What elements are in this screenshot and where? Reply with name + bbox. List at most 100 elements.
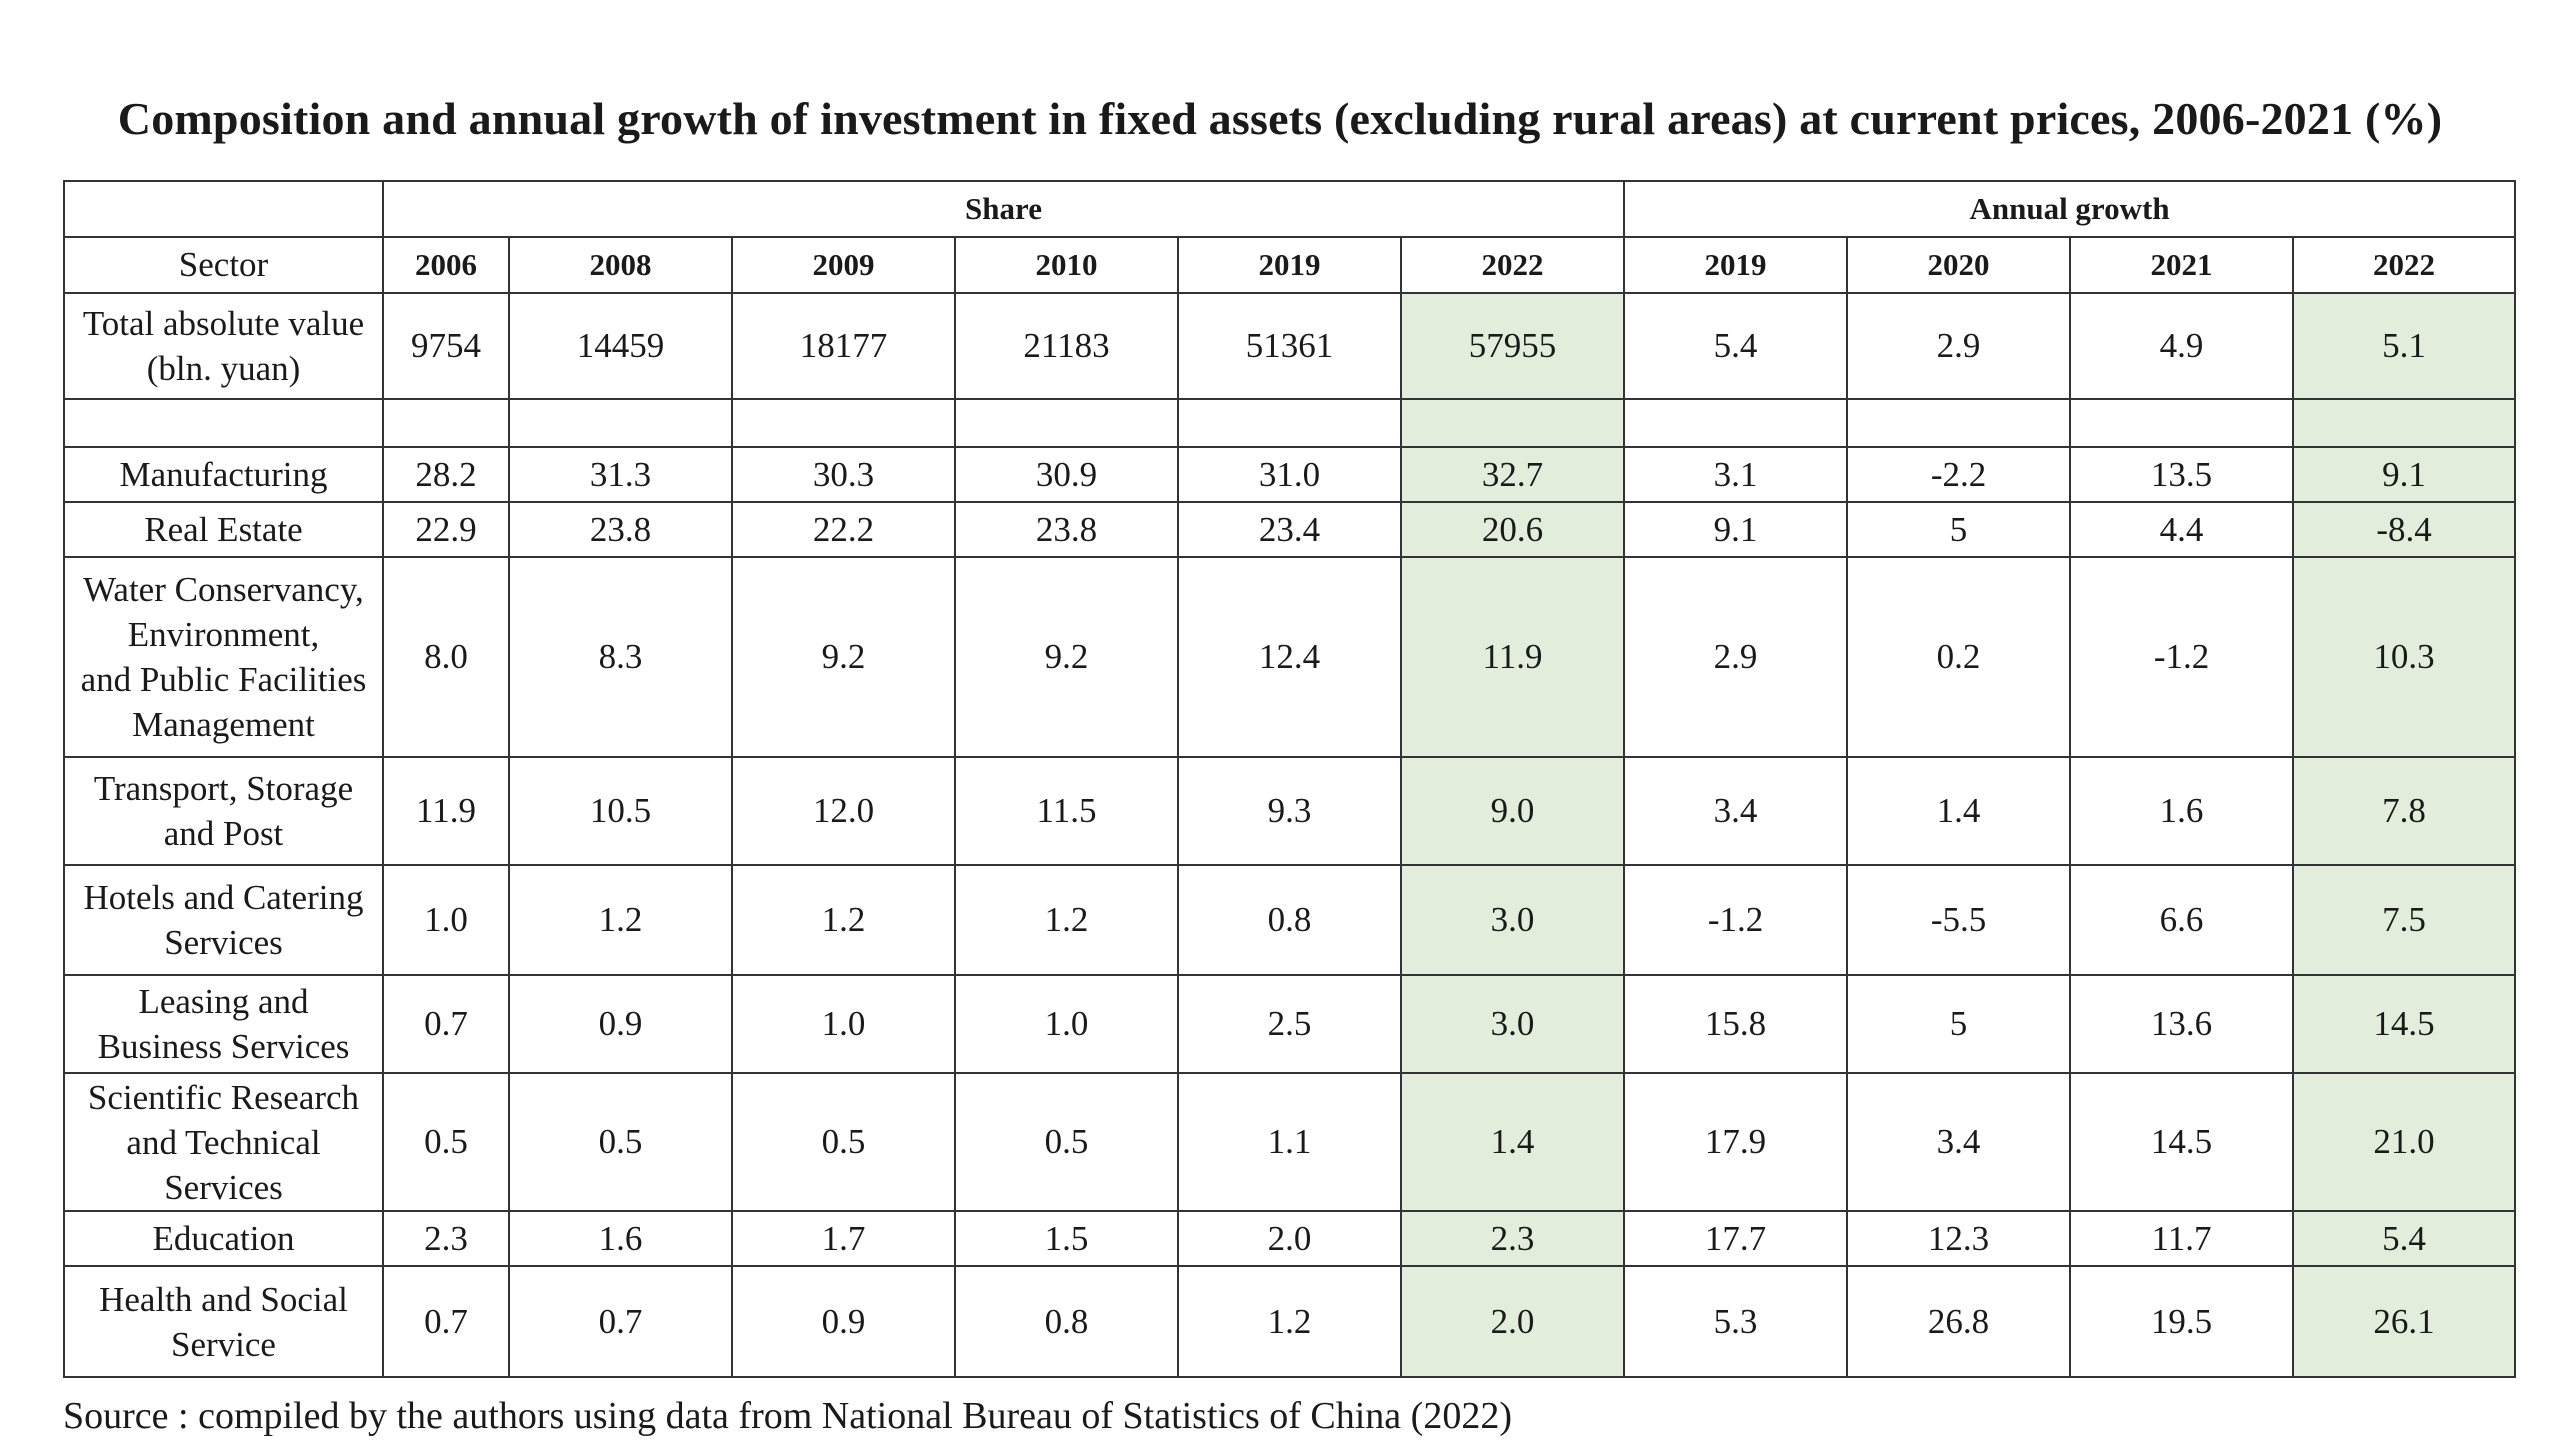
table-cell bbox=[1623, 398, 1849, 448]
row-label-line: Water Conservancy, bbox=[83, 570, 364, 609]
table-cell: 5 bbox=[1846, 501, 2072, 558]
table-cell: 0.8 bbox=[1177, 864, 1402, 976]
table-cell: 2.0 bbox=[1177, 1210, 1402, 1267]
table-cell: 9.1 bbox=[2292, 446, 2517, 503]
table-cell: 0.8 bbox=[954, 1265, 1179, 1378]
table-cell: 28.2 bbox=[382, 446, 510, 503]
table-cell: 32.7 bbox=[1399, 446, 1626, 503]
table-cell: -5.5 bbox=[1846, 864, 2072, 976]
row-label: Manufacturing bbox=[63, 446, 384, 503]
table-cell: 9754 bbox=[382, 292, 510, 400]
header-year: 2008 bbox=[508, 236, 733, 294]
table-cell: 9.2 bbox=[731, 556, 956, 758]
row-label-line: Business Services bbox=[97, 1027, 350, 1066]
table-cell: 20.6 bbox=[1399, 501, 1626, 558]
table-cell: -1.2 bbox=[2069, 556, 2295, 758]
table-cell: 1.0 bbox=[954, 974, 1179, 1074]
row-label-line: Education bbox=[152, 1219, 295, 1258]
table-cell: 18177 bbox=[731, 292, 956, 400]
row-label bbox=[63, 398, 384, 448]
table-cell: 5.4 bbox=[2292, 1210, 2517, 1267]
row-label-line: Environment, bbox=[127, 615, 320, 654]
row-label: Scientific Research and Technical Services bbox=[63, 1072, 384, 1212]
table-cell: 22.9 bbox=[382, 501, 510, 558]
row-label-line: Health and Social bbox=[99, 1279, 348, 1319]
row-label-line: and Public Facilities bbox=[80, 660, 367, 699]
table-cell: 23.8 bbox=[508, 501, 733, 558]
table-cell: 9.1 bbox=[1623, 501, 1849, 558]
table-cell: 7.8 bbox=[2292, 756, 2517, 866]
row-label: Transport, Storage and Post bbox=[63, 756, 384, 866]
table-cell: 11.5 bbox=[954, 756, 1179, 866]
row-label-line: Leasing and bbox=[138, 982, 309, 1021]
table-cell: -1.2 bbox=[1623, 864, 1849, 976]
table-cell: 2.3 bbox=[382, 1210, 510, 1267]
table-cell: 1.4 bbox=[1846, 756, 2072, 866]
table-row: Transport, Storage and Post 11.9 10.5 12.0 11… bbox=[63, 756, 2517, 866]
table-cell: 9.2 bbox=[954, 556, 1179, 758]
table-cell: 57955 bbox=[1399, 292, 1626, 400]
row-label-line: Real Estate bbox=[144, 510, 303, 549]
header-year: 2009 bbox=[731, 236, 956, 294]
row-label: Total absolute value (bln. yuan) bbox=[63, 292, 384, 400]
header-year: 2021 bbox=[2069, 236, 2295, 294]
row-label: Health and Social Service bbox=[63, 1265, 384, 1378]
table-row: Hotels and Catering Services 1.0 1.2 1.2 1.2 0… bbox=[63, 864, 2517, 976]
header-year: 2019 bbox=[1623, 236, 1849, 294]
table-row: Leasing and Business Services 0.7 0.9 1.0 1.0… bbox=[63, 974, 2517, 1074]
table-cell: 14459 bbox=[508, 292, 733, 400]
table-cell: 14.5 bbox=[2292, 974, 2517, 1074]
table-row: Real Estate 22.9 23.8 22.2 23.8 23.4 20.6 9.1 5 4… bbox=[63, 501, 2517, 558]
table-row: Total absolute value (bln. yuan) 9754 14459… bbox=[63, 292, 2517, 400]
table-cell: 0.5 bbox=[508, 1072, 733, 1212]
table-cell: 23.8 bbox=[954, 501, 1179, 558]
table-cell: 1.0 bbox=[382, 864, 510, 976]
table-cell: 0.5 bbox=[382, 1072, 510, 1212]
header-year: 2022 bbox=[1399, 236, 1626, 294]
table-cell: 30.3 bbox=[731, 446, 956, 503]
table-cell: 21183 bbox=[954, 292, 1179, 400]
table-cell: 1.6 bbox=[2069, 756, 2295, 866]
row-label-line: Service bbox=[171, 1324, 276, 1364]
row-label-line: Transport, Storage bbox=[93, 769, 354, 808]
table-row: Manufacturing 28.2 31.3 30.3 30.9 31.0 32.7 3.1… bbox=[63, 446, 2517, 503]
table-cell: 2.3 bbox=[1399, 1210, 1626, 1267]
table-cell: 1.5 bbox=[954, 1210, 1179, 1267]
table-cell: 22.2 bbox=[731, 501, 956, 558]
table-cell bbox=[2292, 398, 2517, 448]
table-cell: 1.7 bbox=[731, 1210, 956, 1267]
table-cell: 3.4 bbox=[1846, 1072, 2072, 1212]
table-cell: 0.5 bbox=[954, 1072, 1179, 1212]
row-label-line: Hotels and Catering bbox=[83, 878, 364, 917]
row-label: Real Estate bbox=[63, 501, 384, 558]
row-label-line: and Technical bbox=[126, 1122, 321, 1162]
table-cell: 11.9 bbox=[1399, 556, 1626, 758]
table-header: Share Annual growth Sector 2006 2008 2009 2010… bbox=[63, 180, 2517, 294]
header-year: 2006 bbox=[382, 236, 510, 294]
table-cell bbox=[382, 398, 510, 448]
table-cell: 26.8 bbox=[1846, 1265, 2072, 1378]
row-label-line: Total absolute value bbox=[82, 304, 365, 343]
table-cell: 12.3 bbox=[1846, 1210, 2072, 1267]
table-cell: 5.4 bbox=[1623, 292, 1849, 400]
table-cell: 1.4 bbox=[1399, 1072, 1626, 1212]
table-cell: 1.1 bbox=[1177, 1072, 1402, 1212]
header-group-annual-growth: Annual growth bbox=[1623, 180, 2517, 238]
table-cell: 5.1 bbox=[2292, 292, 2517, 400]
header-year: 2020 bbox=[1846, 236, 2072, 294]
table-cell: 9.3 bbox=[1177, 756, 1402, 866]
table-cell: 13.6 bbox=[2069, 974, 2295, 1074]
table-cell: 26.1 bbox=[2292, 1265, 2517, 1378]
table-row: Water Conservancy, Environment, and Public… bbox=[63, 556, 2517, 758]
table-cell: 1.2 bbox=[954, 864, 1179, 976]
table-cell bbox=[1177, 398, 1402, 448]
row-label: Leasing and Business Services bbox=[63, 974, 384, 1074]
table-cell: 15.8 bbox=[1623, 974, 1849, 1074]
table-cell: 21.0 bbox=[2292, 1072, 2517, 1212]
table-cell: 5 bbox=[1846, 974, 2072, 1074]
row-label-line: Scientific Research bbox=[87, 1077, 360, 1117]
table-cell: 5.3 bbox=[1623, 1265, 1849, 1378]
table-cell bbox=[954, 398, 1179, 448]
header-year: 2019 bbox=[1177, 236, 1402, 294]
table-cell: 2.5 bbox=[1177, 974, 1402, 1074]
